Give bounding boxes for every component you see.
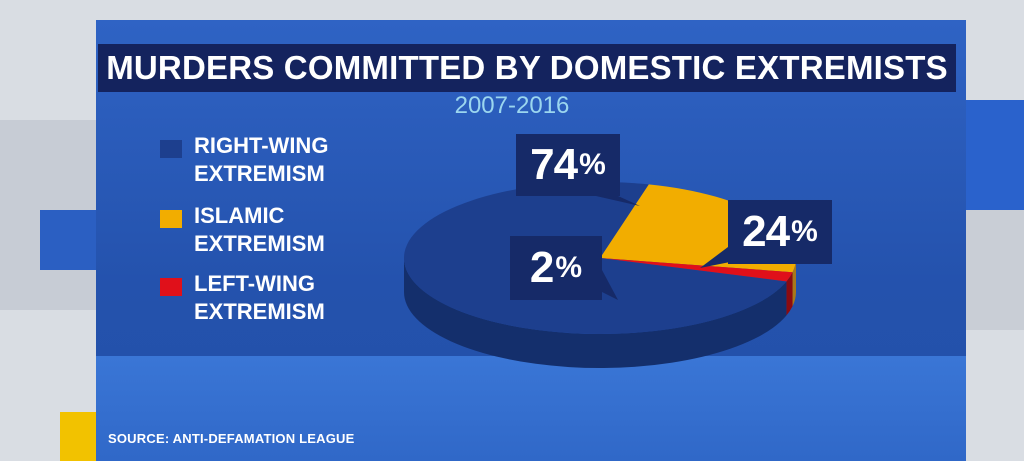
data-label-right-wing-value: 74 — [530, 140, 578, 189]
chart-subtitle: 2007-2016 — [454, 92, 570, 119]
data-label-islamic-value: 24 — [742, 207, 790, 256]
legend-swatch-left-wing — [160, 278, 182, 296]
pie-side-right-wing — [404, 258, 787, 368]
data-label-left-wing: 2% — [510, 236, 602, 300]
data-label-islamic: 24% — [728, 200, 832, 264]
legend-label-right-wing: RIGHT-WING EXTREMISM — [194, 133, 329, 186]
footer-strip — [96, 356, 966, 461]
title-bar: MURDERS COMMITTED BY DOMESTIC EXTREMISTS — [98, 44, 956, 92]
percent-sign: % — [579, 148, 606, 181]
source-note: SOURCE: ANTI-DEFAMATION LEAGUE — [108, 431, 355, 446]
callout-pointer-right-wing — [596, 196, 640, 206]
data-label-left-wing-value: 2 — [529, 243, 555, 292]
legend-swatch-right-wing — [160, 140, 182, 158]
data-label-right-wing: 74% — [516, 134, 620, 196]
pie-slice-left-wing — [600, 258, 793, 282]
legend-label-islamic: ISLAMIC EXTREMISM — [194, 203, 325, 256]
legend-swatch-islamic — [160, 210, 182, 228]
pie-side-islamic — [792, 258, 796, 307]
chart-title: MURDERS COMMITTED BY DOMESTIC EXTREMISTS — [106, 49, 948, 86]
percent-sign: % — [555, 251, 583, 284]
legend-label-left-wing: LEFT-WING EXTREMISM — [194, 271, 325, 324]
background-block-right-blue — [966, 100, 1024, 210]
pie-side-left-wing — [786, 272, 793, 316]
percent-sign: % — [791, 215, 818, 248]
background-band-right — [966, 210, 1024, 330]
